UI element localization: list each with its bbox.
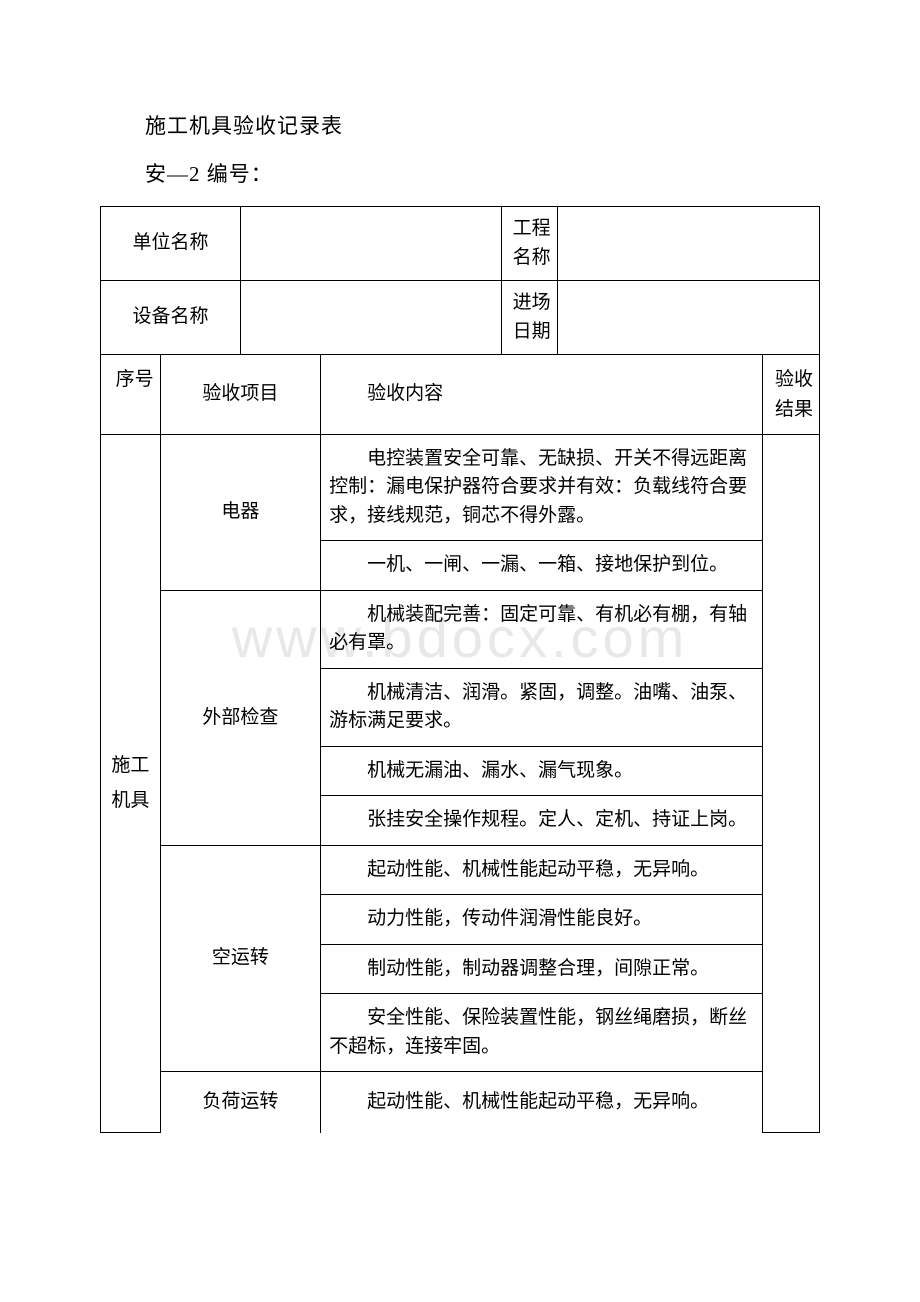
category-label: 施工机具 (101, 434, 161, 1133)
equipment-name-value (240, 281, 501, 355)
unit-name-value (240, 207, 501, 281)
content-cell: 制动性能，制动器调整合理，间隙正常。 (321, 944, 763, 994)
project-name-value (557, 207, 819, 281)
page-subtitle: 安—2 编号： (145, 158, 820, 188)
content-cell: 起动性能、机械性能起动平稳，无异响。 (321, 1072, 763, 1133)
content-cell: 电控装置安全可靠、无缺损、开关不得远距离控制：漏电保护器符合要求并有效：负载线符… (321, 434, 763, 541)
content-cell: 安全性能、保险装置性能，钢丝绳磨损，断丝不超标，连接牢固。 (321, 994, 763, 1072)
content-cell: 动力性能，传动件润滑性能良好。 (321, 895, 763, 945)
col-result: 验收结果 (763, 355, 820, 435)
item-idle-run: 空运转 (160, 845, 320, 1072)
content-cell: 机械清洁、润滑。紧固，调整。油嘴、油泵、游标满足要求。 (321, 668, 763, 746)
result-cell (763, 434, 820, 1133)
col-content: 验收内容 (321, 355, 763, 435)
content-cell: 机械装配完善：固定可靠、有机必有棚，有轴必有罩。 (321, 590, 763, 668)
col-seq: 序号 (101, 355, 161, 435)
col-item: 验收项目 (160, 355, 320, 435)
content-cell: 张挂安全操作规程。定人、定机、持证上岗。 (321, 796, 763, 846)
item-load-run: 负荷运转 (160, 1072, 320, 1133)
item-external: 外部检查 (160, 590, 320, 845)
entry-date-label: 进场日期 (502, 281, 558, 355)
content-cell: 一机、一闸、一漏、一箱、接地保护到位。 (321, 541, 763, 591)
content-cell: 机械无漏油、漏水、漏气现象。 (321, 746, 763, 796)
content-cell: 起动性能、机械性能起动平稳，无异响。 (321, 845, 763, 895)
page-title: 施工机具验收记录表 (145, 110, 820, 140)
equipment-name-label: 设备名称 (101, 281, 241, 355)
project-name-label: 工程名称 (502, 207, 558, 281)
unit-name-label: 单位名称 (101, 207, 241, 281)
entry-date-value (557, 281, 819, 355)
item-electric: 电器 (160, 434, 320, 590)
inspection-table: 单位名称 工程名称 设备名称 进场日期 序号 验收项目 验收内容 验收结果 施工… (100, 206, 820, 1133)
